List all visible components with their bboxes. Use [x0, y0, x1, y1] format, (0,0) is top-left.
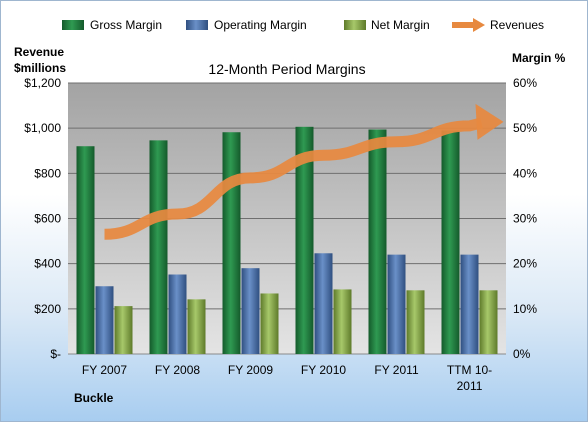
- y-left-label-line2: $millions: [14, 61, 66, 75]
- bar-net-margin: [479, 290, 498, 354]
- legend: Gross Margin Operating Margin Net Margin…: [62, 18, 544, 32]
- legend-item-revenues: Revenues: [452, 18, 544, 32]
- y-left-ticks: $- $200 $400 $600 $800 $1,000 $1,200: [24, 76, 61, 361]
- revenue-line: [104, 103, 504, 240]
- revenue-arrowhead: [475, 103, 504, 140]
- bar-operating-margin: [241, 268, 260, 354]
- legend-label-revenues: Revenues: [490, 18, 544, 32]
- bar-net-margin: [333, 289, 352, 354]
- x-tick-label: FY 2007: [82, 363, 127, 377]
- x-tick-label: FY 2009: [228, 363, 273, 377]
- y-left-tick-label: $200: [34, 302, 61, 316]
- legend-arrow-icon: [473, 18, 485, 32]
- legend-item-net-margin: Net Margin: [344, 18, 430, 32]
- x-tick-label: FY 2011: [374, 363, 419, 377]
- bar-operating-margin: [314, 253, 333, 354]
- bar-net-margin: [114, 306, 133, 354]
- legend-swatch-gross-margin: [62, 20, 84, 30]
- bar-gross-margin: [441, 130, 460, 354]
- y-right-tick-label: 20%: [513, 257, 537, 271]
- y-right-tick-label: 0%: [513, 347, 531, 361]
- x-tick-label: FY 2008: [155, 363, 200, 377]
- y-right-tick-label: 30%: [513, 212, 537, 226]
- legend-swatch-operating-margin: [186, 20, 208, 30]
- y-right-ticks: 0% 10% 20% 30% 40% 50% 60%: [513, 76, 537, 361]
- legend-item-gross-margin: Gross Margin: [62, 18, 162, 32]
- bar-gross-margin: [295, 126, 314, 354]
- bar-operating-margin: [460, 254, 479, 354]
- chart-title: 12-Month Period Margins: [208, 61, 365, 77]
- y-left-tick-label: $600: [34, 212, 61, 226]
- x-tick-label: TTM 10-: [447, 363, 492, 377]
- y-right-tick-label: 50%: [513, 121, 537, 135]
- y-left-tick-label: $1,000: [24, 121, 61, 135]
- y-left-tick-label: $800: [34, 166, 61, 180]
- bar-gross-margin: [76, 146, 95, 354]
- bar-gross-margin: [368, 129, 387, 354]
- legend-swatch-net-margin: [344, 20, 366, 30]
- y-left-label-line1: Revenue: [14, 45, 64, 59]
- legend-item-operating-margin: Operating Margin: [186, 18, 307, 32]
- bars: [76, 126, 498, 354]
- y-left-tick-label: $1,200: [24, 76, 61, 90]
- x-tick-label: 2011: [457, 379, 483, 393]
- y-right-tick-label: 40%: [513, 166, 537, 180]
- bar-gross-margin: [222, 132, 241, 354]
- legend-label-operating-margin: Operating Margin: [214, 18, 307, 32]
- bar-net-margin: [187, 299, 206, 354]
- x-ticks: FY 2007 FY 2008 FY 2009 FY 2010 FY 2011 TTM 1…: [82, 363, 492, 393]
- legend-label-gross-margin: Gross Margin: [90, 18, 162, 32]
- bar-operating-margin: [168, 274, 187, 354]
- x-tick-label: FY 2010: [301, 363, 346, 377]
- company-label: Buckle: [74, 391, 114, 405]
- bar-gross-margin: [149, 140, 168, 354]
- bar-operating-margin: [95, 286, 114, 354]
- y-right-tick-label: 60%: [513, 76, 537, 90]
- y-left-tick-label: $-: [50, 347, 61, 361]
- bar-net-margin: [406, 290, 425, 354]
- legend-label-net-margin: Net Margin: [371, 18, 430, 32]
- revenue-line-path: [104, 117, 483, 240]
- y-right-label: Margin %: [512, 51, 566, 65]
- y-right-tick-label: 10%: [513, 302, 537, 316]
- bar-net-margin: [260, 293, 279, 354]
- bar-operating-margin: [387, 254, 406, 354]
- y-left-tick-label: $400: [34, 257, 61, 271]
